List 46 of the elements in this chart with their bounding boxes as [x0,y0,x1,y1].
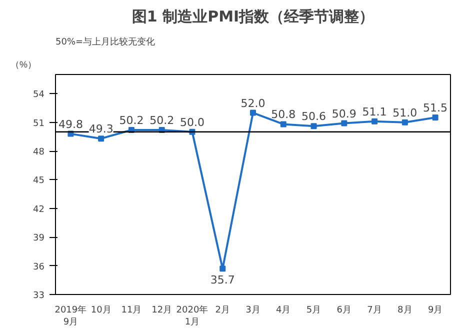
point [432,114,438,121]
text: 52.0 [240,96,266,110]
point [250,110,256,116]
text: 51.0 [392,106,418,120]
y-tick-label: 39 [33,234,45,244]
y-tick-label: 36 [33,262,45,272]
x-tick-label: 9月 [428,306,443,316]
y-tick-label: 51 [33,118,44,129]
x-tick-label: 2月 [215,306,230,316]
x-tick-label: 6月 [336,306,352,316]
text: 50.9 [332,107,356,120]
text: 49.3 [88,122,114,136]
x-tick-label: 4月 [276,306,291,316]
x-tick-label: 2020年 1月 [176,304,208,328]
text: 35.7 [210,274,235,287]
x-tick-label: 11月 [121,306,142,316]
x-tick-label: 7月 [367,306,382,316]
y-tick-label: 42 [33,204,44,215]
x-tick-label: 10月 [90,306,112,316]
text: 51.5 [423,102,448,115]
point [402,119,408,126]
text: 50.2 [119,114,144,127]
x-tick-label: 5月 [306,306,322,316]
point [220,266,226,272]
x-tick-label: 2019年 9月 [54,304,87,328]
text: 50.0 [180,116,204,129]
point [310,123,317,130]
point [280,121,286,128]
y-tick-label: 54 [33,90,45,100]
y-axis-title: （%） [10,60,37,70]
point [98,136,104,142]
chart-title: 图1 制造业PMI指数（经季节调整） [132,8,374,26]
x-tick-label: 8月 [398,306,412,316]
y-tick-label: 48 [33,148,45,158]
text: 50.8 [271,108,296,122]
text: 50%=与上月比较无变化 [56,36,156,48]
text: 49.8 [58,118,83,131]
text: 51.1 [362,105,387,118]
x-tick-label: 3月 [246,306,260,316]
point [341,120,348,126]
text: 50.6 [302,110,326,124]
y-tick-label: 45 [33,176,44,186]
point [372,118,378,124]
y-tick-label: 33 [33,291,44,301]
text: 50.2 [150,114,174,127]
x-tick-label: 12月 [152,306,172,316]
